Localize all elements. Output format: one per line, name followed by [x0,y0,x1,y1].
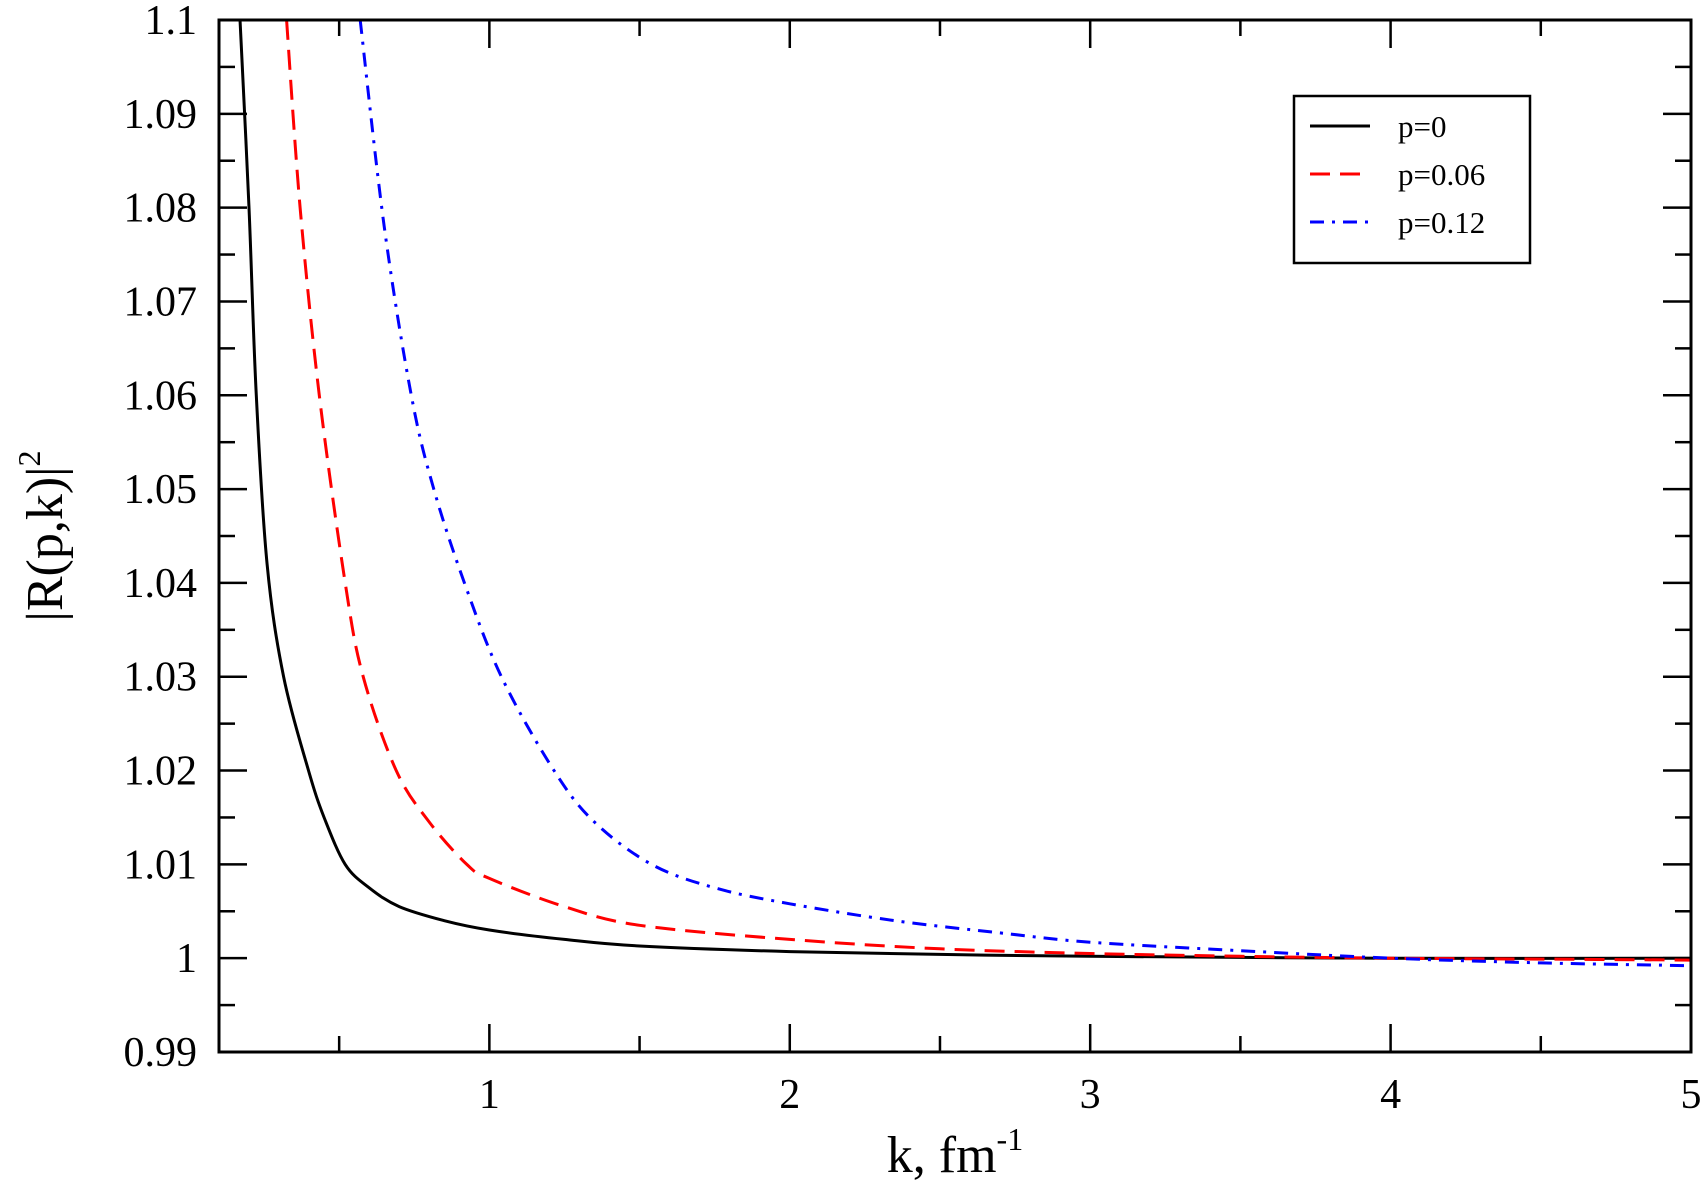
series-line-0 [238,20,1691,960]
y-tick-label: 1.04 [124,561,198,607]
y-tick-label: 1.06 [124,373,198,419]
axis-ticks [219,18,1693,1054]
x-tick-label: 2 [779,1072,800,1118]
y-tick-labels: 0.99 1 1.01 1.02 1.03 1.04 1.05 1.06 1.07 1.08 1.0… [124,0,198,1076]
y-tick-label: 1.05 [124,467,198,513]
y-tick-label: 0.99 [124,1030,198,1076]
plot-frame [217,18,1693,1054]
x-tick-label: 1 [479,1072,500,1118]
x-tick-labels: 1 2 3 4 5 [479,1072,1702,1118]
y-tick-label: 1 [176,936,197,982]
x-tick-label: 3 [1080,1072,1101,1118]
series-line-1 [285,20,1691,962]
y-tick-label: 1.03 [124,655,198,701]
y-tick-label: 1.08 [124,186,198,232]
series-lines [238,20,1691,968]
x-tick-label: 5 [1681,1072,1702,1118]
y-tick-label: 1.01 [124,842,198,888]
x-axis-title: k, fm-1 [887,1121,1023,1184]
series-line-2 [358,20,1691,968]
legend-label: p=0 [1398,109,1446,144]
legend: p=0 p=0.06 p=0.12 [1292,94,1532,265]
legend-box [1292,94,1532,265]
y-tick-label: 1.07 [124,279,198,325]
y-tick-label: 1.02 [124,749,198,795]
y-tick-label: 1.09 [124,92,198,138]
legend-label: p=0.06 [1398,157,1485,192]
legend-label: p=0.12 [1398,205,1485,240]
y-tick-label: 1.1 [145,0,198,44]
y-axis-title: |R(p,k)|2 [11,450,74,621]
x-tick-label: 4 [1380,1072,1401,1118]
